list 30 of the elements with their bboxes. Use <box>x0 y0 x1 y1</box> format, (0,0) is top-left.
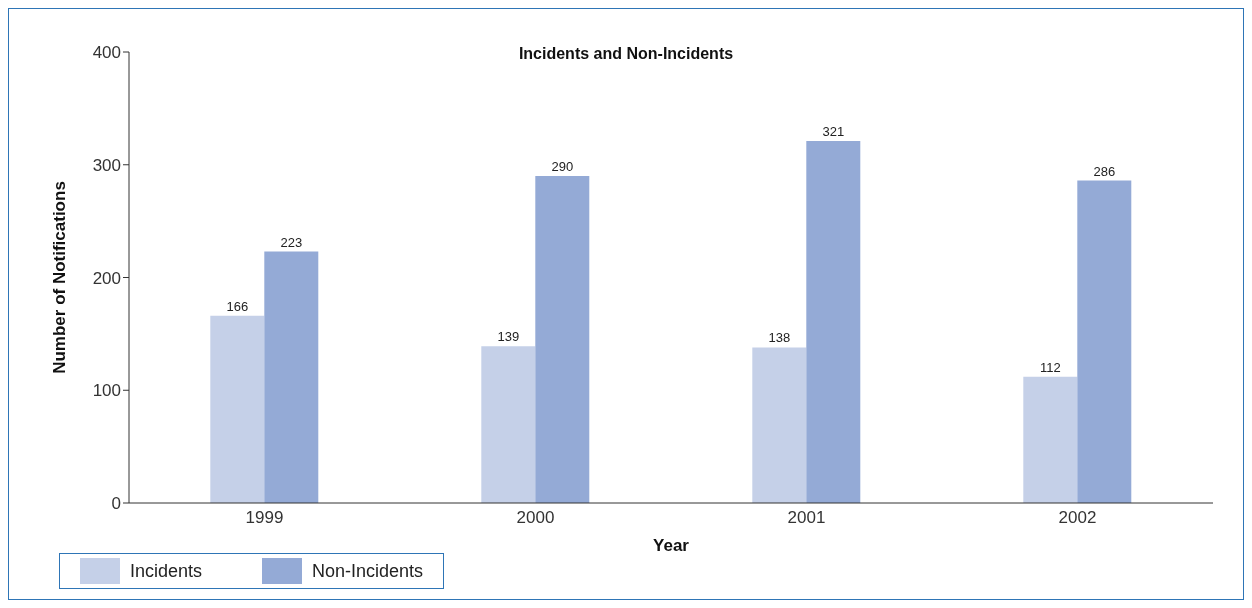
bar <box>535 176 590 503</box>
bar <box>481 346 536 503</box>
bar <box>210 315 265 503</box>
bar <box>806 141 861 503</box>
x-tick-label: 2000 <box>516 508 555 528</box>
x-axis-title: Year <box>653 536 690 555</box>
x-tick-label: 1999 <box>245 508 284 528</box>
data-label: 166 <box>226 298 249 314</box>
data-label: 290 <box>551 159 574 175</box>
data-label: 139 <box>497 329 520 345</box>
y-tick-label: 100 <box>92 381 121 401</box>
legend-label: Non-Incidents <box>311 559 424 583</box>
y-tick-label: 400 <box>92 43 121 63</box>
bar <box>264 251 319 503</box>
x-tick-label: 2002 <box>1058 508 1097 528</box>
y-tick-label: 0 <box>111 494 121 514</box>
y-tick-label: 300 <box>92 155 121 175</box>
x-tick-label: 2001 <box>787 508 826 528</box>
bar <box>1023 376 1078 503</box>
chart-title: Incidents and Non-Incidents <box>518 45 734 62</box>
y-axis-title: Number of Notifications <box>50 181 70 374</box>
data-label: 321 <box>822 124 845 140</box>
y-tick-label: 200 <box>92 268 121 288</box>
data-label: 112 <box>1039 359 1061 375</box>
data-label: 223 <box>280 234 303 250</box>
data-label: 138 <box>768 330 791 346</box>
bar <box>752 347 807 503</box>
data-label: 286 <box>1093 163 1116 179</box>
legend-label: Incidents <box>129 559 203 583</box>
bar <box>1077 180 1132 503</box>
